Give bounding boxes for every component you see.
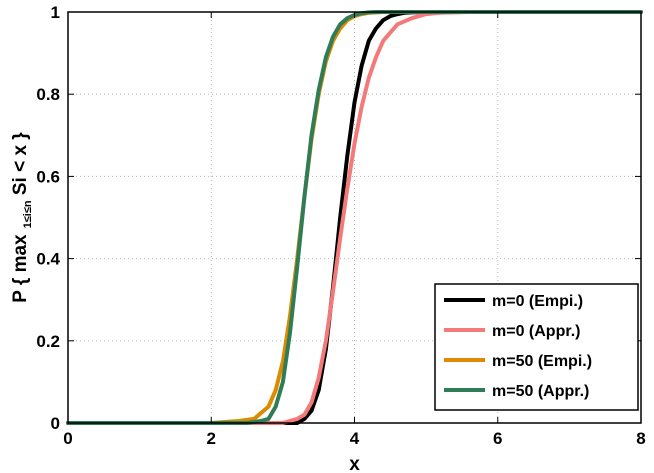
y-tick-label: 0.6 — [36, 167, 60, 186]
legend-label-3: m=50 (Appr.) — [492, 383, 589, 400]
grid-lines — [68, 12, 641, 423]
legend-label-2: m=50 (Empi.) — [492, 353, 592, 370]
y-tick-label: 0.4 — [36, 250, 60, 269]
y-tick-label: 1 — [51, 3, 60, 22]
x-tick-label: 8 — [636, 429, 645, 448]
x-tick-label: 2 — [207, 429, 216, 448]
x-axis-ticks: 0 2 4 6 8 — [63, 12, 646, 448]
legend-label-0: m=0 (Empi.) — [492, 293, 583, 310]
y-tick-label: 0.8 — [36, 85, 60, 104]
x-tick-label: 6 — [493, 429, 502, 448]
y-axis-ticks: 0 0.2 0.4 0.6 0.8 1 — [36, 3, 641, 433]
y-axis-label-prefix: P { max — [10, 234, 31, 303]
series-line-1 — [66, 10, 643, 425]
y-axis-label-suffix: Si < x } — [10, 132, 31, 201]
legend-label-1: m=0 (Appr.) — [492, 323, 580, 340]
y-axis-label-subscript: 1≤i≤n — [22, 200, 34, 228]
x-axis-label: x — [349, 454, 360, 473]
y-axis-label: P { max 1≤i≤n Si < x } — [10, 132, 34, 303]
x-tick-label: 0 — [63, 429, 72, 448]
x-tick-label: 4 — [350, 429, 360, 448]
y-tick-label: 0 — [51, 414, 60, 433]
legend: m=0 (Empi.) m=0 (Appr.) m=50 (Empi.) m=50 (… — [434, 283, 639, 411]
y-tick-label: 0.2 — [36, 332, 60, 351]
